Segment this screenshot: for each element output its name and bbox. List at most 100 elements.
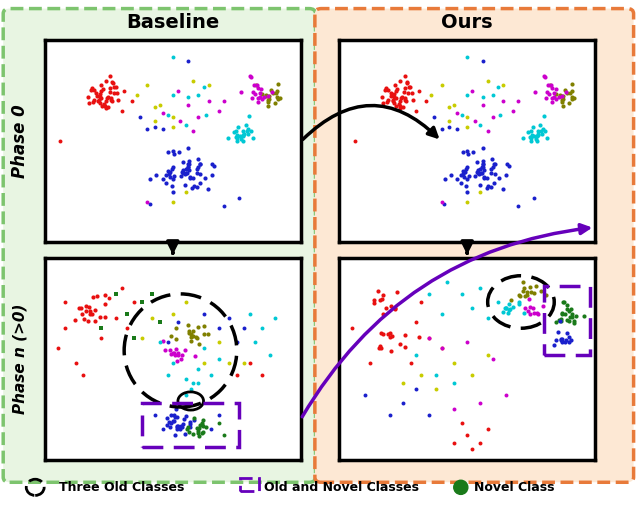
- Point: [477, 144, 488, 153]
- Point: [147, 290, 157, 298]
- Point: [532, 136, 542, 144]
- Point: [400, 331, 410, 339]
- Point: [219, 97, 229, 105]
- Point: [193, 113, 204, 121]
- Point: [566, 310, 577, 318]
- Point: [567, 80, 577, 88]
- Point: [95, 93, 105, 102]
- Point: [207, 171, 217, 179]
- Point: [197, 419, 207, 427]
- Point: [373, 344, 383, 352]
- Point: [406, 359, 416, 367]
- Point: [137, 334, 147, 342]
- Point: [508, 107, 518, 115]
- Point: [398, 379, 408, 387]
- Point: [183, 101, 193, 109]
- Point: [500, 391, 511, 399]
- Point: [177, 423, 187, 431]
- Point: [168, 113, 178, 121]
- Point: [181, 169, 191, 177]
- Point: [168, 91, 178, 99]
- Point: [557, 91, 567, 99]
- Point: [535, 121, 545, 129]
- Point: [183, 57, 193, 65]
- Point: [389, 89, 399, 97]
- Point: [563, 316, 573, 324]
- Point: [183, 423, 193, 431]
- Point: [483, 350, 493, 359]
- Point: [185, 173, 195, 181]
- Point: [238, 130, 248, 138]
- Point: [498, 308, 508, 316]
- Point: [424, 334, 434, 342]
- Point: [458, 170, 468, 178]
- Point: [175, 172, 186, 180]
- Point: [444, 123, 454, 131]
- Point: [411, 318, 421, 326]
- Point: [178, 166, 188, 174]
- Point: [518, 278, 528, 286]
- Point: [449, 359, 460, 367]
- Point: [532, 132, 542, 140]
- Point: [556, 336, 566, 344]
- Point: [397, 103, 408, 111]
- Point: [183, 93, 193, 101]
- Point: [563, 89, 573, 97]
- Point: [92, 91, 102, 99]
- Point: [476, 169, 486, 177]
- Point: [182, 425, 193, 433]
- Point: [502, 309, 513, 317]
- Text: Phase 0: Phase 0: [12, 105, 29, 178]
- Point: [526, 136, 536, 144]
- Point: [405, 83, 415, 91]
- Point: [475, 439, 485, 447]
- Point: [452, 125, 462, 133]
- Point: [424, 334, 434, 342]
- Point: [180, 375, 191, 383]
- Point: [388, 96, 398, 105]
- Point: [180, 181, 190, 189]
- Point: [493, 83, 503, 91]
- Point: [77, 310, 87, 318]
- Point: [198, 428, 208, 436]
- Point: [444, 117, 454, 125]
- Point: [262, 91, 273, 99]
- Point: [416, 298, 426, 306]
- Point: [383, 86, 394, 94]
- Point: [385, 411, 396, 419]
- Point: [522, 287, 532, 295]
- Point: [96, 334, 106, 342]
- Point: [271, 89, 281, 97]
- Point: [127, 97, 137, 105]
- Point: [557, 310, 567, 318]
- Point: [119, 87, 129, 95]
- Point: [164, 170, 174, 178]
- Point: [244, 112, 255, 120]
- Point: [111, 314, 122, 322]
- Point: [459, 173, 469, 181]
- Point: [472, 168, 482, 176]
- Point: [183, 144, 193, 153]
- Point: [377, 294, 387, 302]
- Point: [456, 179, 466, 187]
- Point: [193, 155, 203, 163]
- Point: [436, 344, 447, 352]
- Point: [214, 411, 224, 419]
- Point: [524, 295, 534, 303]
- Point: [248, 88, 258, 96]
- Point: [193, 427, 204, 435]
- Point: [380, 86, 390, 94]
- Point: [172, 423, 182, 431]
- Point: [198, 359, 209, 367]
- Point: [188, 127, 198, 135]
- Point: [495, 111, 506, 119]
- Point: [275, 94, 285, 103]
- Point: [501, 171, 511, 179]
- Point: [147, 314, 157, 322]
- Point: [463, 172, 474, 180]
- Point: [255, 93, 265, 102]
- Point: [184, 174, 195, 182]
- Point: [81, 302, 92, 310]
- Text: Baseline: Baseline: [126, 13, 220, 32]
- Point: [540, 73, 550, 81]
